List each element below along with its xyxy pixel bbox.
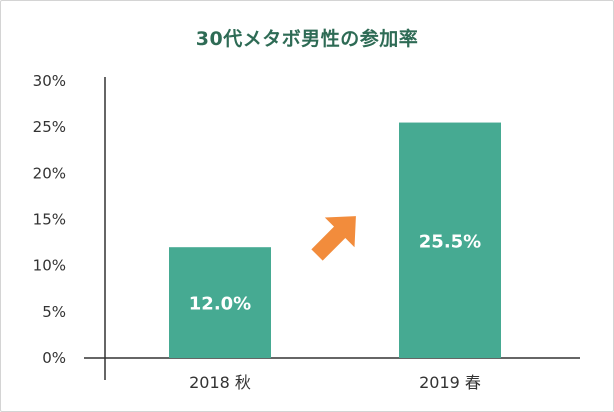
- chart-title: 30代メタボ男性の参加率: [195, 28, 419, 50]
- arrow-shape: [311, 216, 356, 261]
- bar-value-label: 25.5%: [419, 231, 481, 252]
- y-tick-label: 20%: [33, 164, 66, 182]
- y-tick-label: 10%: [33, 257, 66, 275]
- y-tick-label: 25%: [33, 118, 66, 136]
- x-category-label: 2019 春: [419, 373, 481, 392]
- increase-arrow-icon: [311, 216, 356, 261]
- bar-1: [169, 247, 271, 358]
- y-tick-label: 30%: [33, 72, 66, 90]
- bar-2: [399, 122, 501, 358]
- y-tick-label: 15%: [33, 211, 66, 229]
- bar-value-label: 12.0%: [189, 294, 251, 315]
- y-tick-label: 5%: [42, 303, 66, 321]
- y-tick-label: 0%: [42, 349, 66, 367]
- x-category-label: 2018 秋: [189, 373, 251, 392]
